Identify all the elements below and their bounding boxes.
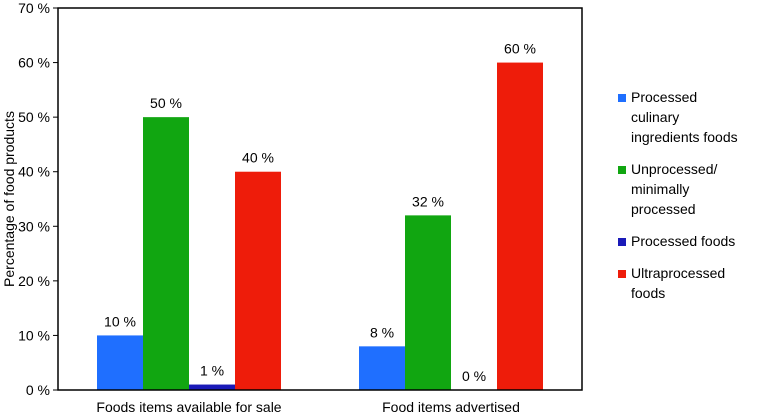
bar [359, 346, 405, 390]
legend-label: processed [631, 201, 696, 217]
legend-swatch [618, 238, 626, 246]
x-tick-label: Foods items available for sale [96, 399, 281, 415]
bar [189, 384, 235, 390]
data-labels: 10 % 50 % 1 % 40 % 8 % 32 % 0 % 60 % [104, 41, 536, 384]
legend-label: culinary [631, 109, 679, 125]
bars [97, 62, 543, 391]
legend-label: Processed foods [631, 233, 735, 249]
data-label: 10 % [104, 313, 136, 329]
legend-label: ingredients foods [631, 129, 738, 145]
bar [235, 171, 281, 390]
legend-label: Ultraprocessed [631, 265, 725, 281]
y-tick-label: 20 % [18, 273, 50, 289]
y-tick-label: 70 % [18, 0, 50, 16]
y-tick-label: 0 % [26, 382, 50, 398]
data-label: 8 % [370, 324, 394, 340]
legend-swatch [618, 270, 626, 278]
y-tick-label: 40 % [18, 164, 50, 180]
y-axis: 0 % 10 % 20 % 30 % 40 % 50 % 60 % 70 % [18, 0, 58, 398]
legend-item: Unprocessed/minimally processed [618, 161, 717, 217]
bar [97, 335, 143, 390]
legend: Processed culinary ingredients foods Unproc… [618, 89, 738, 301]
legend-swatch [618, 94, 626, 102]
legend-swatch [618, 166, 626, 174]
x-tick-label: Food items advertised [382, 399, 520, 415]
bar [143, 117, 189, 391]
legend-label: minimally [631, 181, 689, 197]
bar [497, 62, 543, 390]
data-label: 50 % [150, 95, 182, 111]
data-label: 40 % [242, 150, 274, 166]
x-axis: Foods items available for sale Food items… [96, 399, 519, 415]
data-label: 0 % [462, 368, 486, 384]
legend-item: Processed culinary ingredients foods [618, 89, 738, 145]
data-label: 1 % [200, 363, 224, 379]
legend-item: Processed foods [618, 233, 735, 249]
data-label: 60 % [504, 41, 536, 57]
plot-frame [57, 7, 583, 391]
y-tick-label: 30 % [18, 218, 50, 234]
y-tick-label: 60 % [18, 55, 50, 71]
bar [405, 215, 451, 390]
y-tick-label: 10 % [18, 327, 50, 343]
data-label: 32 % [412, 193, 444, 209]
legend-label: foods [631, 285, 665, 301]
y-axis-title: Percentage of food products [1, 111, 17, 287]
legend-item: Ultraprocessed foods [618, 265, 725, 301]
y-tick-label: 50 % [18, 109, 50, 125]
legend-label: Unprocessed/ [631, 161, 717, 177]
legend-label: Processed [631, 89, 697, 105]
